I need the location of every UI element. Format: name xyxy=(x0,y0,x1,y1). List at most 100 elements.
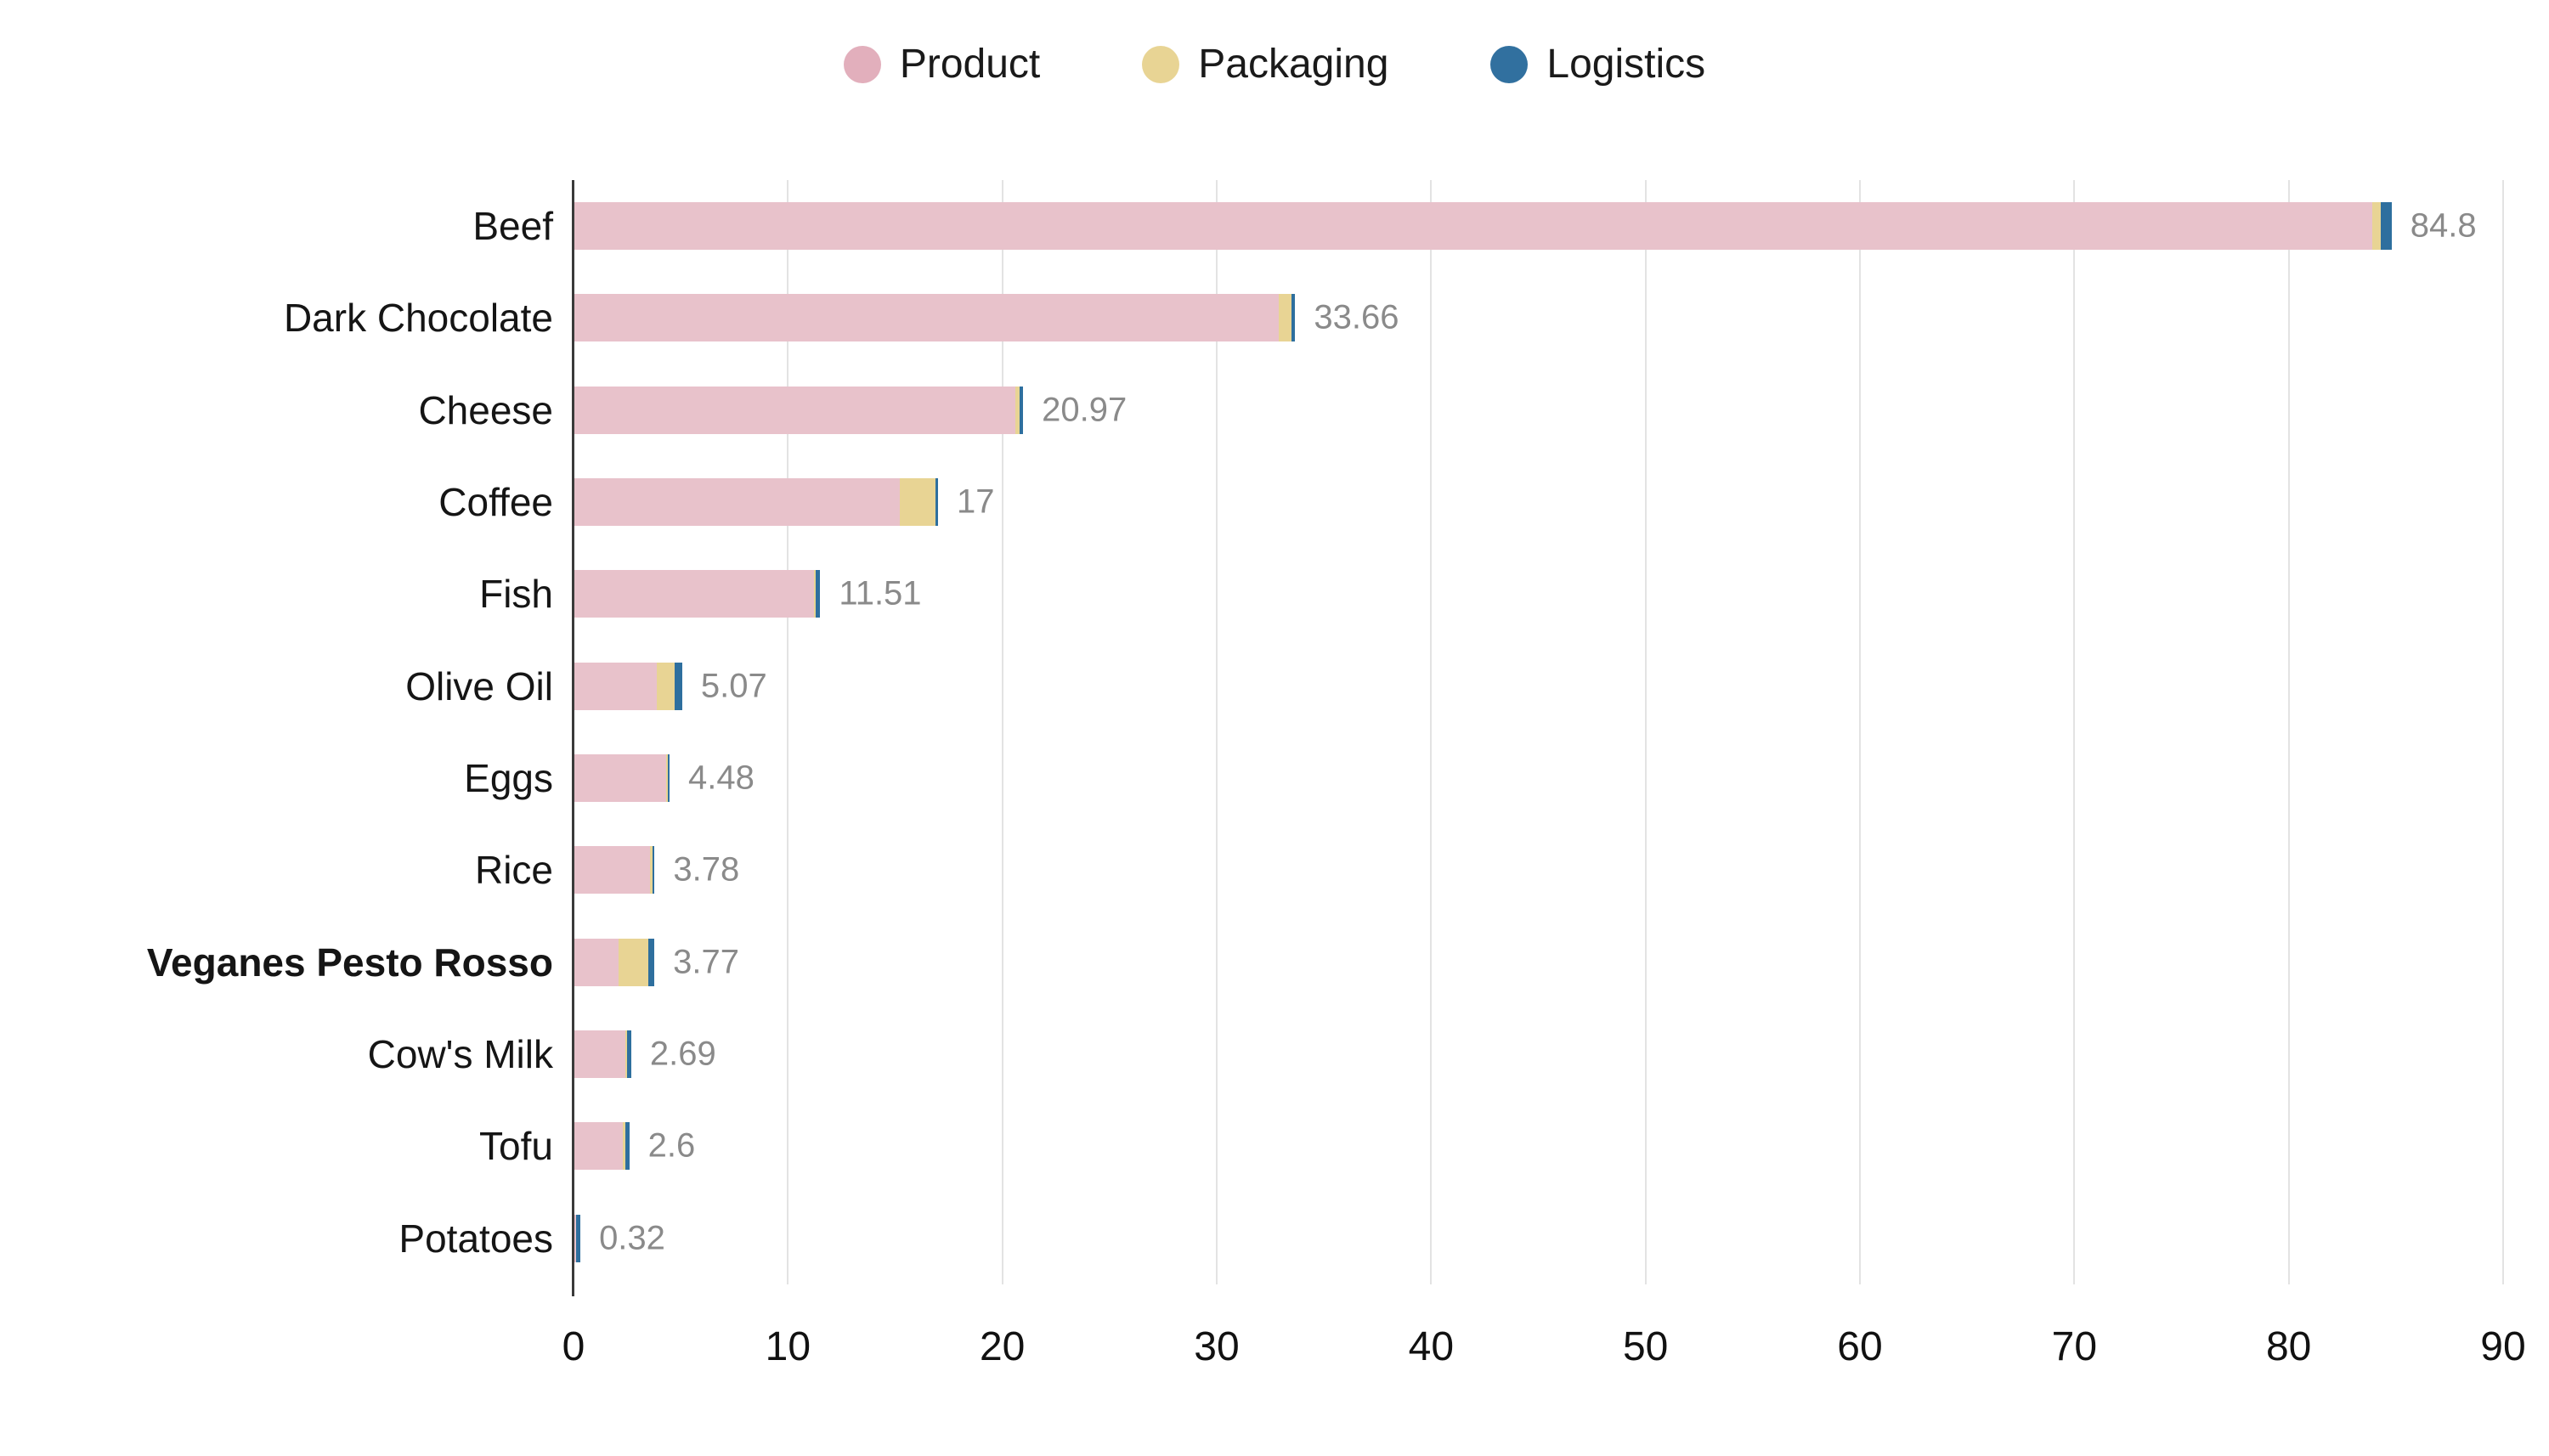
bar-segment-logistics[interactable] xyxy=(653,846,655,894)
x-axis-tick-labels: 0 10 20 30 40 50 60 70 80 90 xyxy=(562,1324,2526,1386)
bar-segment-packaging[interactable] xyxy=(2372,202,2382,251)
bar-row: Rice 3.78 xyxy=(475,824,2503,916)
category-label: Beef xyxy=(472,204,553,249)
value-label: 11.51 xyxy=(839,574,922,612)
stacked-bar xyxy=(574,202,2392,251)
stacked-bar xyxy=(574,570,821,618)
bar-segment-logistics[interactable] xyxy=(935,478,938,527)
legend-label: Packaging xyxy=(1198,42,1389,87)
bar-segment-packaging[interactable] xyxy=(657,662,675,710)
bar-row: Coffee 17 xyxy=(438,456,2503,548)
bar-segment-packaging[interactable] xyxy=(575,1214,577,1262)
stacked-bar xyxy=(574,662,682,710)
stacked-bar xyxy=(574,478,938,527)
y-axis-line xyxy=(572,180,574,1296)
bar-segment-logistics[interactable] xyxy=(625,1122,630,1171)
bar-segment-product[interactable] xyxy=(574,1214,576,1262)
bar-row: Potatoes 0.32 xyxy=(398,1193,2503,1284)
bar-segment-packaging[interactable] xyxy=(1279,294,1292,342)
bar-segment-packaging[interactable] xyxy=(899,478,936,527)
bar-segment-product[interactable] xyxy=(574,662,658,710)
bar-segment-logistics[interactable] xyxy=(668,754,670,803)
bar-segment-logistics[interactable] xyxy=(1291,294,1296,342)
value-label: 0.32 xyxy=(599,1219,665,1257)
category-label: Olive Oil xyxy=(405,663,553,708)
bar-segment-packaging[interactable] xyxy=(618,938,649,986)
gridline xyxy=(1001,180,1003,1284)
value-label: 20.97 xyxy=(1042,391,1128,429)
category-label: Cow's Milk xyxy=(367,1032,553,1077)
bar-segment-product[interactable] xyxy=(574,938,619,986)
bar-segment-product[interactable] xyxy=(574,1122,624,1171)
bar-row: Beef 84.8 xyxy=(472,180,2503,272)
bar-segment-packaging[interactable] xyxy=(813,570,817,618)
stacked-bar xyxy=(574,1030,631,1079)
x-tick-label: 70 xyxy=(2051,1324,2098,1369)
bar-segment-product[interactable] xyxy=(574,202,2373,251)
gridline xyxy=(1859,180,1861,1284)
value-label: 5.07 xyxy=(700,667,767,705)
value-label: 17 xyxy=(956,483,995,521)
bar-segment-logistics[interactable] xyxy=(2381,202,2392,251)
gridline xyxy=(1216,180,1218,1284)
gridline xyxy=(787,180,789,1284)
bar-row: Eggs 4.48 xyxy=(464,732,2503,824)
bar-segment-product[interactable] xyxy=(574,386,1015,434)
x-tick-label: 40 xyxy=(1408,1324,1455,1369)
stacked-bar xyxy=(574,846,655,894)
bar-segment-logistics[interactable] xyxy=(1019,386,1024,434)
bar-segment-packaging[interactable] xyxy=(649,846,653,894)
bar-segment-packaging[interactable] xyxy=(665,754,669,803)
value-label: 33.66 xyxy=(1314,298,1399,336)
bar-segment-logistics[interactable] xyxy=(816,570,821,618)
bar-segment-packaging[interactable] xyxy=(625,1030,628,1079)
x-tick-label: 60 xyxy=(1837,1324,1883,1369)
category-label: Cheese xyxy=(418,387,553,432)
legend-label: Product xyxy=(899,42,1041,87)
category-label: Eggs xyxy=(464,756,553,801)
x-tick-label: 30 xyxy=(1194,1324,1240,1369)
stacked-bar xyxy=(574,938,655,986)
x-tick-label: 20 xyxy=(979,1324,1026,1369)
x-tick-label: 50 xyxy=(1622,1324,1669,1369)
category-label: Fish xyxy=(479,572,553,617)
x-tick-label: 90 xyxy=(2480,1324,2526,1369)
legend-dot-icon xyxy=(1142,46,1180,83)
bar-segment-product[interactable] xyxy=(574,1030,625,1079)
value-label: 2.69 xyxy=(649,1035,716,1073)
legend-label: Logistics xyxy=(1546,42,1706,87)
gridline xyxy=(2287,180,2290,1284)
bar-segment-product[interactable] xyxy=(574,570,814,618)
bar-segment-logistics[interactable] xyxy=(627,1030,631,1079)
bar-segment-product[interactable] xyxy=(574,294,1280,342)
bar-segment-packaging[interactable] xyxy=(623,1122,625,1171)
gridline xyxy=(1644,180,1647,1284)
x-tick-label: 80 xyxy=(2265,1324,2312,1369)
bar-segment-logistics[interactable] xyxy=(576,1214,581,1262)
bar-segment-product[interactable] xyxy=(574,478,900,527)
stacked-bar xyxy=(574,1122,630,1171)
plot-area: 0 10 20 30 40 50 60 70 80 90 Beef 84.8 Dark Chocola… xyxy=(147,180,2526,1368)
value-label: 84.8 xyxy=(2410,206,2477,245)
category-label: Tofu xyxy=(479,1124,553,1169)
bar-segment-logistics[interactable] xyxy=(675,662,682,710)
category-label: Potatoes xyxy=(398,1216,553,1261)
bar-row: Veganes Pesto Rosso 3.77 xyxy=(147,917,2503,1008)
legend-item-logistics[interactable]: Logistics xyxy=(1490,44,1705,85)
legend-item-packaging[interactable]: Packaging xyxy=(1142,44,1388,85)
bar-row: Tofu 2.6 xyxy=(479,1100,2503,1192)
legend-dot-icon xyxy=(1490,46,1529,83)
bar-segment-packaging[interactable] xyxy=(1015,386,1020,434)
gridline xyxy=(1430,180,1433,1284)
category-label: Coffee xyxy=(438,480,553,525)
legend-item-product[interactable]: Product xyxy=(843,42,1041,87)
gridline xyxy=(2073,180,2076,1284)
value-label: 2.6 xyxy=(647,1126,696,1165)
bar-segment-product[interactable] xyxy=(574,846,650,894)
bar-segment-product[interactable] xyxy=(574,754,666,803)
stacked-bar xyxy=(574,754,670,803)
x-tick-label: 0 xyxy=(562,1324,585,1369)
bar-segment-logistics[interactable] xyxy=(648,938,655,986)
bar-row: Cow's Milk 2.69 xyxy=(368,1008,2503,1100)
gridline xyxy=(2502,180,2504,1284)
